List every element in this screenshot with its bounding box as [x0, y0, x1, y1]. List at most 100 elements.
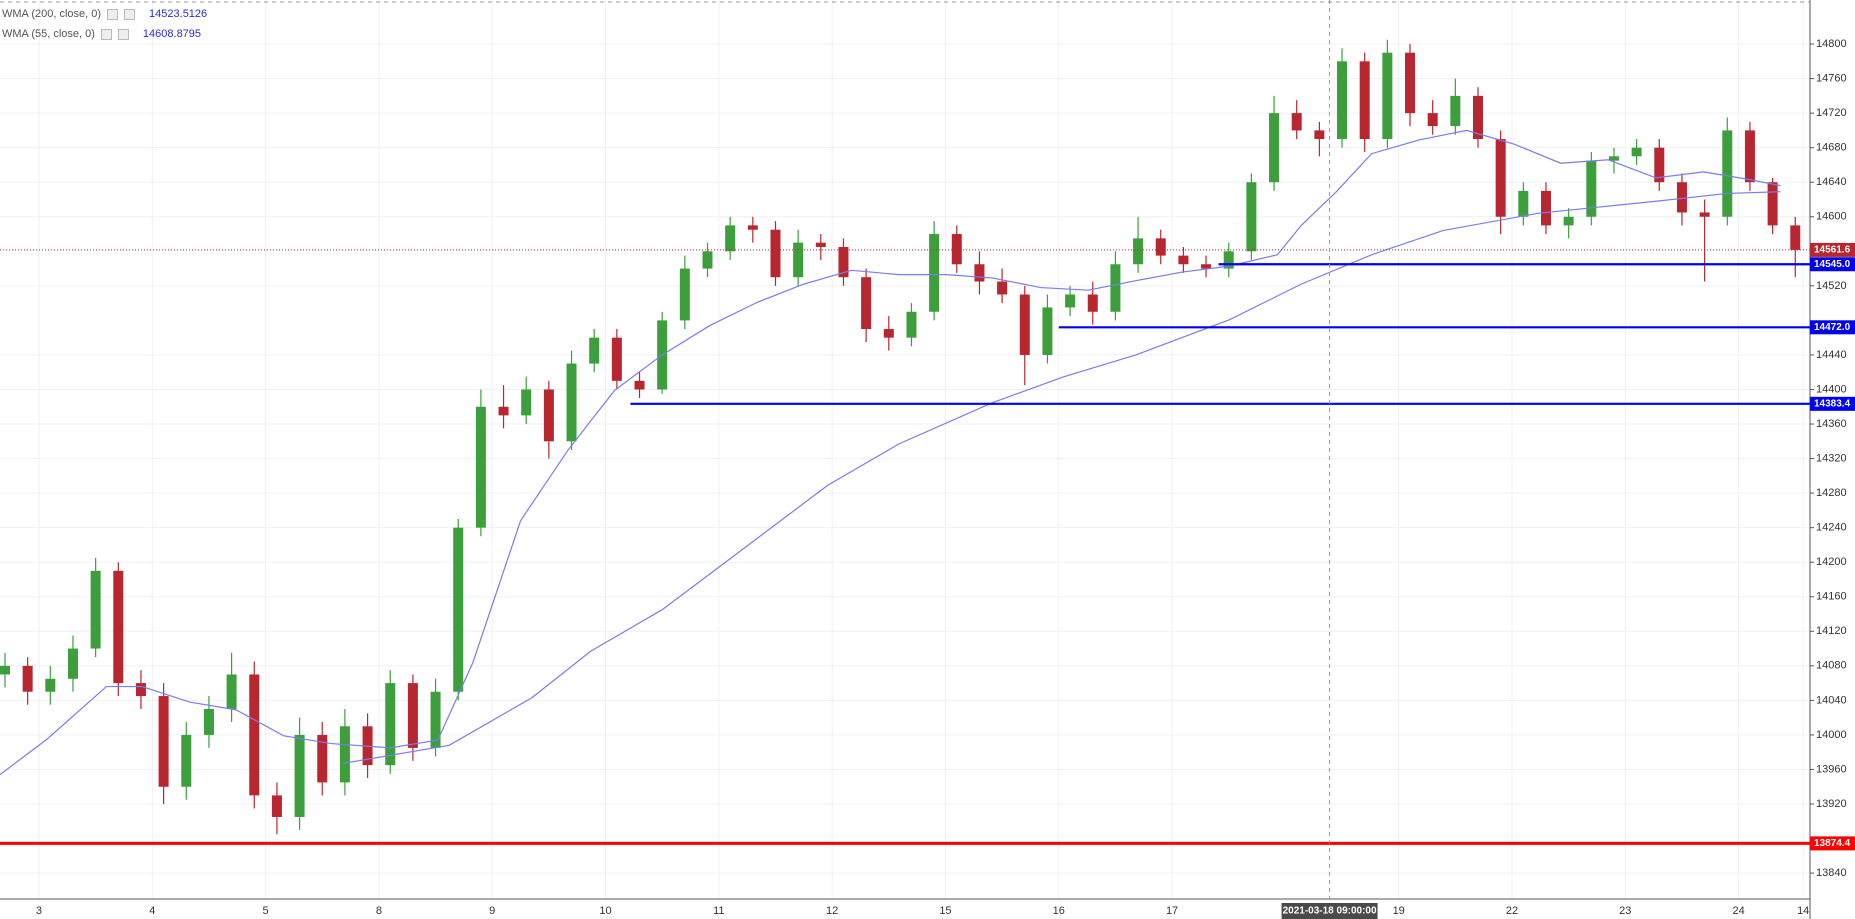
y-tick-label: 14400: [1816, 383, 1847, 395]
candle-body: [1155, 238, 1166, 256]
x-tick-label: 4: [149, 905, 155, 917]
candle-body: [929, 234, 940, 312]
candle-body: [1178, 255, 1189, 265]
candle-body: [1382, 52, 1393, 140]
candle-body: [385, 683, 396, 766]
candle-body: [1608, 156, 1619, 161]
legend-entry: WMA (55, close, 0) 14608.8795: [2, 24, 207, 44]
candle-body: [1518, 190, 1529, 217]
legend: WMA (200, close, 0) 14523.5126 WMA (55, …: [2, 4, 207, 44]
candle-body: [747, 225, 758, 230]
candle-body: [294, 734, 305, 817]
candle-body: [589, 337, 600, 364]
x-tick-label: 8: [376, 905, 382, 917]
legend-entry: WMA (200, close, 0) 14523.5126: [2, 4, 207, 24]
y-tick-label: 14600: [1816, 211, 1847, 223]
y-tick-label: 13960: [1816, 763, 1847, 775]
y-tick-label: 14680: [1816, 142, 1847, 154]
price-badge: [1810, 320, 1855, 335]
candle-body: [679, 268, 690, 321]
candle-body: [1450, 95, 1461, 127]
candle-body: [1223, 251, 1234, 269]
settings-icon[interactable]: [107, 8, 119, 20]
candle-body: [883, 329, 894, 338]
candle-body: [1631, 147, 1642, 157]
candle-body: [1495, 139, 1506, 217]
candle-body: [1314, 130, 1325, 140]
candle-body: [1427, 113, 1438, 127]
x-tick-label: 5: [263, 905, 269, 917]
candle-body: [1790, 225, 1801, 250]
candle-body: [249, 674, 260, 796]
legend-label: WMA (200, close, 0): [2, 8, 102, 20]
candle-body: [1042, 307, 1053, 355]
price-badge-label: 14561.6: [1814, 245, 1851, 256]
candle-body: [0, 665, 10, 675]
candle-body: [1065, 294, 1076, 308]
candle-body: [1246, 182, 1257, 252]
candle-body: [634, 380, 645, 390]
candle-body: [861, 277, 872, 330]
x-tick-label: 16: [1053, 905, 1065, 917]
price-badge-label: 14383.4: [1814, 398, 1851, 409]
candle-body: [1654, 147, 1665, 183]
wma-line: [342, 191, 1781, 765]
close-icon[interactable]: [117, 28, 129, 40]
candle-body: [1676, 182, 1687, 213]
candle-body: [90, 570, 101, 649]
x-tick-label: 15: [939, 905, 951, 917]
crosshair-label-bg: [1281, 903, 1378, 919]
legend-value: 14523.5126: [149, 8, 208, 20]
candle-body: [815, 242, 826, 247]
x-tick-label: 12: [826, 905, 838, 917]
candle-body: [1201, 264, 1212, 269]
candle-body: [67, 648, 78, 679]
candle-body: [1722, 130, 1733, 217]
price-badge-label: 13874.4: [1814, 838, 1851, 849]
x-tick-label: 14: [1797, 905, 1809, 917]
close-icon[interactable]: [124, 8, 136, 20]
candle-body: [226, 674, 237, 710]
y-tick-label: 14280: [1816, 487, 1847, 499]
candle-body: [22, 665, 33, 692]
candle-body: [702, 251, 713, 269]
price-badge-label: 14545.0: [1814, 259, 1851, 270]
candle-body: [339, 726, 350, 783]
candle-body: [430, 691, 441, 748]
y-tick-label: 14440: [1816, 349, 1847, 361]
candle-body: [1767, 182, 1778, 226]
price-badge: [1810, 396, 1855, 411]
candle-body: [203, 709, 214, 735]
candle-body: [1744, 130, 1755, 183]
wma-line: [0, 129, 1781, 776]
candle-body: [543, 389, 554, 442]
candle-body: [1087, 294, 1098, 312]
settings-icon[interactable]: [100, 28, 112, 40]
y-tick-label: 14200: [1816, 556, 1847, 568]
y-tick-label: 14040: [1816, 694, 1847, 706]
candle-body: [113, 570, 124, 684]
candle-body: [1540, 190, 1551, 226]
candle-body: [45, 678, 56, 692]
candle-body: [1337, 61, 1348, 140]
candle-body: [181, 734, 192, 787]
candle-body: [1291, 113, 1302, 131]
price-badge: [1810, 242, 1855, 257]
candle-body: [1269, 113, 1280, 183]
x-tick-label: 3: [36, 905, 42, 917]
candle-body: [1019, 294, 1030, 355]
y-tick-label: 14000: [1816, 729, 1847, 741]
y-tick-label: 13920: [1816, 798, 1847, 810]
candle-body: [407, 683, 418, 748]
x-tick-label: 19: [1393, 905, 1405, 917]
y-tick-label: 14760: [1816, 72, 1847, 84]
x-tick-label: 17: [1166, 905, 1178, 917]
legend-label: WMA (55, close, 0): [2, 28, 95, 40]
crosshair-label: 2021-03-18 09:00:00: [1283, 906, 1377, 917]
candle-body: [271, 795, 282, 817]
candle-body: [158, 696, 169, 787]
price-badge-label: 14472.0: [1814, 322, 1851, 333]
candle-body: [611, 337, 622, 381]
candle-body: [135, 683, 146, 697]
x-tick-label: 9: [489, 905, 495, 917]
